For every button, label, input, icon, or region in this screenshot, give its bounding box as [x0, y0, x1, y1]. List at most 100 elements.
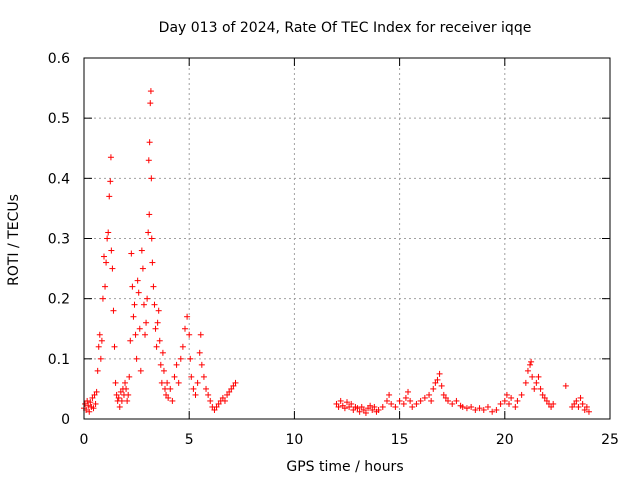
data-point: [157, 361, 164, 368]
data-point: [190, 385, 197, 392]
data-point: [337, 397, 344, 404]
y-tick-label: 0.4: [48, 171, 70, 187]
data-point: [573, 397, 580, 404]
data-point: [463, 405, 470, 412]
data-point: [508, 394, 515, 401]
data-point: [388, 400, 395, 407]
data-point: [476, 405, 483, 412]
data-point: [524, 367, 531, 374]
data-point: [472, 406, 479, 413]
data-point: [346, 403, 353, 410]
data-point: [358, 403, 365, 410]
x-tick-labels: 0 5 10 15 20 25: [80, 432, 619, 448]
data-point: [444, 397, 451, 404]
data-point: [125, 391, 132, 398]
data-point: [230, 382, 237, 389]
data-point: [577, 394, 584, 401]
data-point: [562, 382, 569, 389]
data-point: [127, 337, 134, 344]
data-point: [104, 235, 111, 242]
data-point: [138, 247, 145, 254]
data-point: [548, 403, 555, 410]
data-point: [145, 157, 152, 164]
data-point: [409, 403, 416, 410]
data-point: [535, 373, 542, 380]
data-point: [383, 397, 390, 404]
data-point: [432, 379, 439, 386]
data-point: [440, 391, 447, 398]
data-point: [518, 391, 525, 398]
data-point: [379, 403, 386, 410]
data-point: [369, 406, 376, 413]
x-tick-label: 20: [496, 432, 514, 448]
data-point: [459, 403, 466, 410]
data-point: [215, 400, 222, 407]
data-point: [150, 283, 157, 290]
data-point: [497, 400, 504, 407]
data-point: [344, 399, 350, 406]
data-point: [348, 400, 355, 407]
data-point: [106, 193, 113, 200]
data-point: [186, 331, 193, 338]
data-point: [169, 397, 176, 404]
x-tick-label: 0: [80, 432, 89, 448]
data-point: [583, 403, 590, 410]
data-point: [192, 391, 199, 398]
data-point: [503, 391, 510, 398]
data-point: [99, 295, 106, 302]
data-point: [421, 394, 428, 401]
data-point: [107, 178, 114, 185]
data-point: [360, 406, 367, 413]
data-point: [148, 235, 155, 242]
data-point: [228, 385, 235, 392]
data-point: [167, 385, 174, 392]
data-point: [142, 331, 149, 338]
data-point: [396, 397, 403, 404]
data-point: [100, 253, 107, 260]
y-tick-label: 0.6: [48, 51, 70, 67]
data-point: [82, 400, 89, 407]
data-point: [402, 394, 409, 401]
data-point: [91, 391, 98, 398]
data-point: [136, 325, 143, 332]
data-point: [144, 295, 151, 302]
data-point: [164, 379, 171, 386]
data-point: [139, 265, 146, 272]
data-point: [426, 391, 433, 398]
data-point: [527, 361, 534, 368]
data-point: [137, 367, 144, 374]
data-point: [211, 406, 218, 413]
data-point: [468, 403, 475, 410]
data-point: [160, 367, 167, 374]
data-point: [350, 406, 357, 413]
data-point: [156, 337, 163, 344]
data-point: [96, 331, 103, 338]
axis-ticks: [83, 57, 611, 420]
data-point: [122, 379, 129, 386]
data-point: [362, 409, 369, 416]
data-point: [196, 349, 203, 356]
data-point: [124, 397, 131, 404]
data-point: [493, 406, 500, 413]
data-point: [184, 313, 191, 320]
data-point: [569, 403, 576, 410]
data-point: [140, 301, 147, 308]
data-point: [434, 376, 441, 383]
data-point: [335, 403, 342, 410]
data-point: [356, 408, 363, 415]
data-point: [539, 391, 546, 398]
data-point: [108, 247, 115, 254]
data-point: [158, 379, 165, 386]
data-point: [543, 397, 550, 404]
data-point: [484, 403, 491, 410]
y-tick-label: 0.3: [48, 232, 70, 248]
data-point: [147, 88, 154, 95]
data-point: [392, 403, 399, 410]
data-point: [175, 379, 182, 386]
data-point: [155, 307, 162, 314]
data-point: [533, 379, 540, 386]
data-point: [111, 343, 118, 350]
data-point: [129, 283, 136, 290]
data-point: [400, 400, 407, 407]
data-point: [112, 379, 119, 386]
